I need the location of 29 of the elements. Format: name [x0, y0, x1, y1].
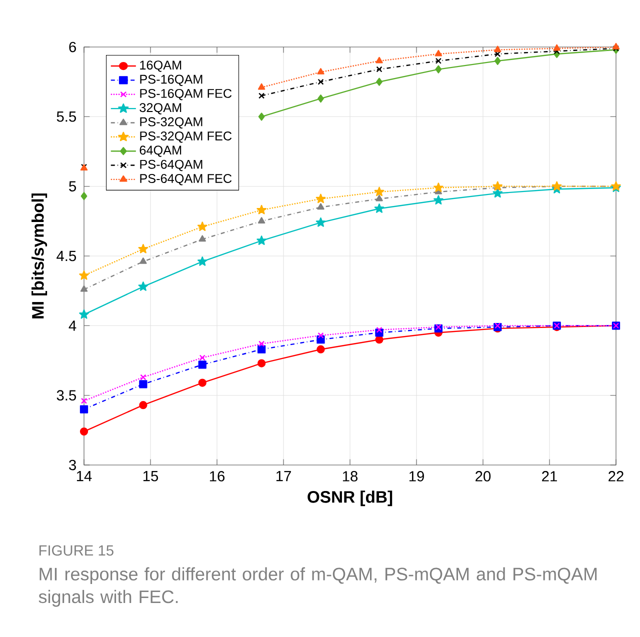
y-tick-label: 3 [69, 460, 76, 470]
y-tick-label: 5 [69, 181, 76, 192]
x-tick-label: 15 [143, 471, 158, 482]
x-tick-label: 14 [76, 471, 92, 482]
x-tick-label: 19 [409, 471, 424, 482]
legend-label: 16QAM [140, 60, 182, 72]
legend-label: 32QAM [140, 103, 182, 114]
x-axis-title: OSNR [dB] [308, 490, 392, 506]
y-tick-label: 6 [69, 42, 76, 52]
x-tick-label: 20 [476, 471, 491, 482]
legend-label: PS-16QAM [140, 74, 202, 86]
x-tick-label: 16 [210, 471, 225, 482]
x-tick-label: 22 [608, 471, 624, 482]
y-tick-label: 5.5 [56, 112, 76, 122]
y-tick-label: 4 [68, 320, 76, 331]
y-tick-label: 3.5 [56, 390, 76, 401]
text: MI response for different order of m-QAM, PS-mQAM and PS-mQAM signals with FEC. [38, 567, 597, 607]
legend-label: PS-16QAM FEC [140, 88, 232, 100]
caption: FIGURE 15 [39, 545, 114, 556]
legend-label: PS-64QAM [140, 160, 202, 172]
legend-label: PS-32QAM [140, 117, 202, 129]
x-tick-label: 18 [342, 471, 358, 482]
y-axis-title: MI [bits/symbol] [32, 194, 48, 318]
x-tick-label: 21 [542, 471, 557, 482]
x-tick-label: 17 [276, 471, 291, 482]
legend-label: 64QAM [140, 146, 182, 157]
legend-label: PS-64QAM FEC [140, 174, 232, 186]
y-tick-label: 4.5 [56, 250, 76, 262]
legend-label: PS-32QAM FEC [140, 131, 232, 143]
